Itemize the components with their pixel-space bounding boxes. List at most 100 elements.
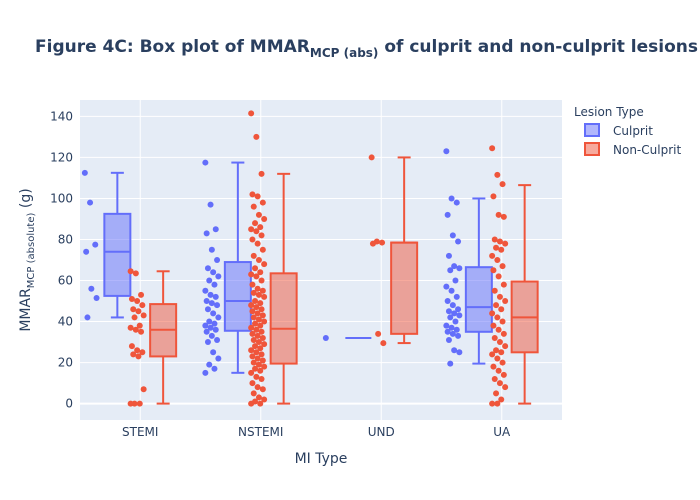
data-point-non-culprit-und-4 [375, 330, 382, 337]
data-point-non-culprit-ua-17 [491, 287, 498, 294]
data-point-culprit-stemi-6 [84, 314, 91, 321]
data-point-culprit-ua-1 [448, 195, 455, 202]
data-point-culprit-nstemi-9 [206, 277, 213, 284]
legend: Lesion Type Culprit Non-Culprit [574, 105, 681, 157]
y-tick-label-60: 60 [58, 274, 73, 288]
data-point-non-culprit-nstemi-31 [252, 298, 259, 305]
data-point-non-culprit-stemi-8 [140, 312, 147, 319]
data-point-non-culprit-nstemi-76 [257, 400, 264, 407]
data-point-non-culprit-nstemi-22 [248, 271, 255, 278]
data-point-non-culprit-nstemi-42 [252, 320, 259, 327]
data-point-non-culprit-ua-20 [493, 302, 500, 309]
data-point-non-culprit-nstemi-33 [248, 302, 255, 309]
chart-title-subscript: MCP (abs) [310, 46, 379, 60]
box-non-culprit-nstemi [248, 110, 298, 407]
data-point-culprit-nstemi-27 [214, 337, 221, 343]
data-point-culprit-nstemi-15 [208, 300, 215, 307]
data-point-non-culprit-nstemi-72 [250, 390, 257, 397]
data-point-non-culprit-ua-8 [502, 240, 509, 247]
data-point-culprit-ua-18 [451, 310, 458, 317]
data-point-culprit-nstemi-32 [211, 365, 218, 372]
data-point-non-culprit-nstemi-32 [257, 300, 264, 307]
data-point-non-culprit-stemi-14 [128, 343, 135, 350]
box-culprit-ua [443, 148, 493, 367]
data-point-culprit-ua-31 [447, 360, 454, 367]
data-point-culprit-stemi-5 [93, 294, 100, 301]
data-point-culprit-ua-13 [453, 293, 460, 300]
y-tick-label-40: 40 [58, 315, 73, 329]
data-point-non-culprit-nstemi-21 [257, 269, 264, 276]
data-point-culprit-ua-28 [445, 337, 452, 343]
data-point-culprit-ua-21 [452, 318, 459, 325]
iqr-box-culprit-ua [464, 266, 493, 333]
data-point-non-culprit-ua-40 [496, 380, 503, 387]
data-point-non-culprit-nstemi-18 [255, 257, 262, 263]
data-point-culprit-nstemi-26 [208, 332, 215, 339]
data-point-non-culprit-stemi-22 [127, 400, 134, 407]
data-point-non-culprit-nstemi-16 [259, 246, 266, 253]
data-point-non-culprit-ua-34 [494, 355, 501, 362]
data-point-culprit-nstemi-11 [202, 287, 209, 294]
data-point-non-culprit-ua-12 [494, 257, 501, 263]
data-point-non-culprit-nstemi-13 [258, 232, 265, 239]
data-point-culprit-ua-6 [445, 252, 452, 259]
data-point-culprit-nstemi-7 [210, 269, 217, 276]
data-point-non-culprit-stemi-4 [134, 298, 141, 305]
data-point-culprit-nstemi-22 [202, 322, 209, 329]
data-point-non-culprit-ua-36 [490, 363, 497, 370]
legend-swatch-non-culprit [584, 142, 600, 156]
data-point-non-culprit-nstemi-11 [248, 226, 255, 233]
data-point-non-culprit-nstemi-35 [258, 306, 265, 313]
y-tick-label-0: 0 [65, 397, 73, 411]
data-point-culprit-ua-10 [452, 277, 459, 284]
data-point-non-culprit-ua-18 [496, 293, 503, 300]
data-point-non-culprit-nstemi-24 [258, 277, 265, 284]
data-point-non-culprit-nstemi-65 [257, 367, 264, 374]
data-point-culprit-nstemi-33 [202, 369, 209, 376]
data-point-culprit-nstemi-14 [203, 298, 210, 305]
data-point-culprit-ua-8 [456, 265, 463, 272]
data-point-culprit-nstemi-12 [207, 291, 214, 298]
data-point-culprit-nstemi-20 [206, 318, 213, 325]
data-point-non-culprit-stemi-1 [132, 270, 139, 277]
data-point-non-culprit-nstemi-47 [249, 330, 256, 337]
data-point-non-culprit-ua-10 [498, 246, 505, 253]
data-point-culprit-und-0 [322, 334, 329, 341]
legend-item-non-culprit[interactable]: Non-Culprit [584, 142, 681, 157]
box-culprit-und [322, 334, 372, 341]
data-point-culprit-nstemi-8 [215, 273, 222, 280]
data-point-culprit-stemi-1 [87, 199, 94, 206]
plot-content [81, 110, 539, 407]
data-point-non-culprit-stemi-21 [136, 400, 143, 407]
data-point-non-culprit-nstemi-9 [252, 220, 259, 227]
data-point-non-culprit-nstemi-10 [257, 224, 264, 231]
x-tick-labels: STEMI NSTEMI UND UA [122, 425, 511, 439]
data-point-non-culprit-nstemi-77 [248, 400, 255, 407]
box-non-culprit-und [368, 154, 419, 347]
data-point-non-culprit-und-2 [379, 239, 386, 246]
data-point-non-culprit-nstemi-30 [261, 293, 268, 300]
legend-item-culprit[interactable]: Culprit [584, 123, 653, 138]
data-point-non-culprit-ua-30 [502, 343, 509, 350]
x-tick-label-nstemi: NSTEMI [238, 425, 283, 439]
data-point-culprit-ua-20 [447, 314, 454, 321]
data-point-non-culprit-und-5 [380, 340, 387, 347]
data-point-non-culprit-und-0 [368, 154, 375, 161]
data-point-non-culprit-stemi-3 [128, 295, 135, 302]
data-point-non-culprit-nstemi-4 [254, 193, 261, 200]
chart-title-main: Figure 4C: Box plot of MMAR [35, 37, 310, 57]
data-point-culprit-nstemi-31 [206, 361, 213, 368]
data-point-culprit-nstemi-2 [212, 226, 219, 233]
data-point-culprit-ua-12 [448, 287, 455, 294]
data-point-non-culprit-nstemi-38 [259, 312, 266, 319]
data-point-non-culprit-stemi-17 [130, 351, 137, 358]
data-point-culprit-ua-26 [449, 330, 456, 337]
data-point-non-culprit-ua-27 [500, 330, 507, 337]
data-point-non-culprit-nstemi-19 [261, 261, 268, 268]
data-point-non-culprit-nstemi-41 [261, 318, 268, 325]
data-point-culprit-ua-23 [448, 324, 455, 331]
data-point-non-culprit-ua-39 [491, 375, 498, 382]
data-point-non-culprit-ua-3 [490, 193, 497, 200]
data-point-non-culprit-nstemi-5 [259, 199, 266, 206]
data-point-non-culprit-nstemi-67 [253, 373, 260, 380]
